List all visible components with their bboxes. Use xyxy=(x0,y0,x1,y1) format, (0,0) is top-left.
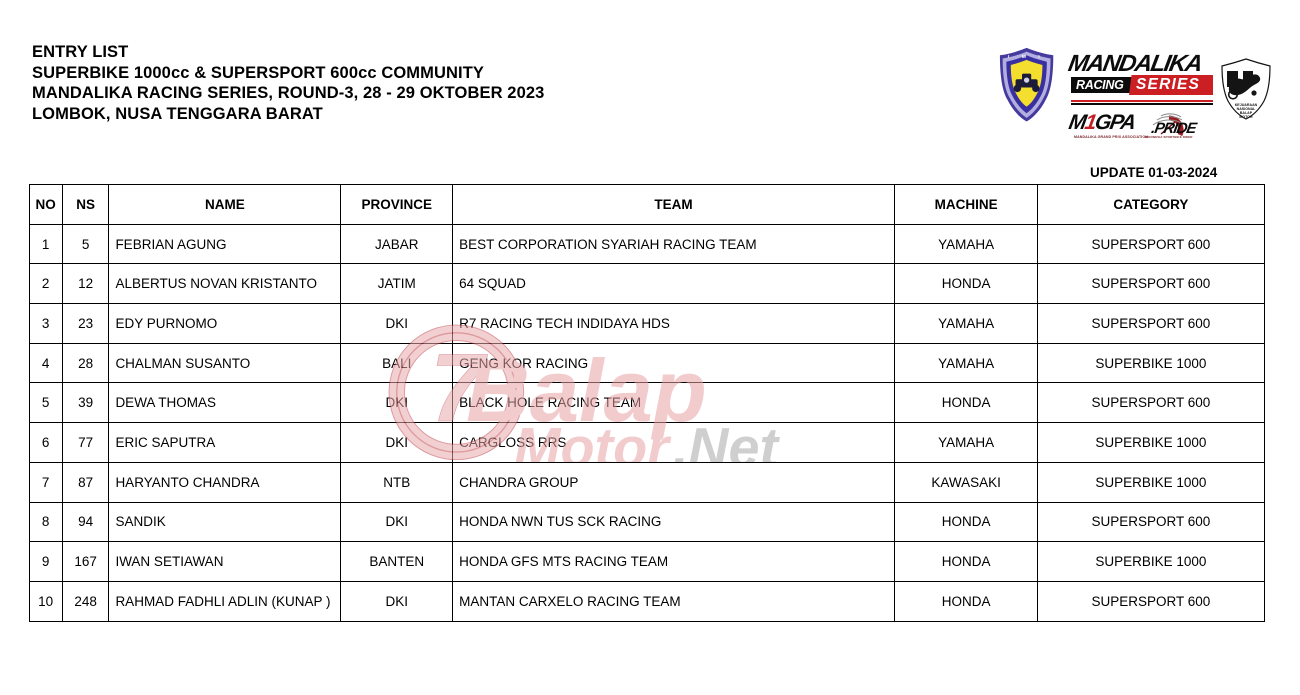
svg-text:I M I: I M I xyxy=(1008,54,1045,60)
svg-text:MOTOR: MOTOR xyxy=(1239,115,1253,119)
